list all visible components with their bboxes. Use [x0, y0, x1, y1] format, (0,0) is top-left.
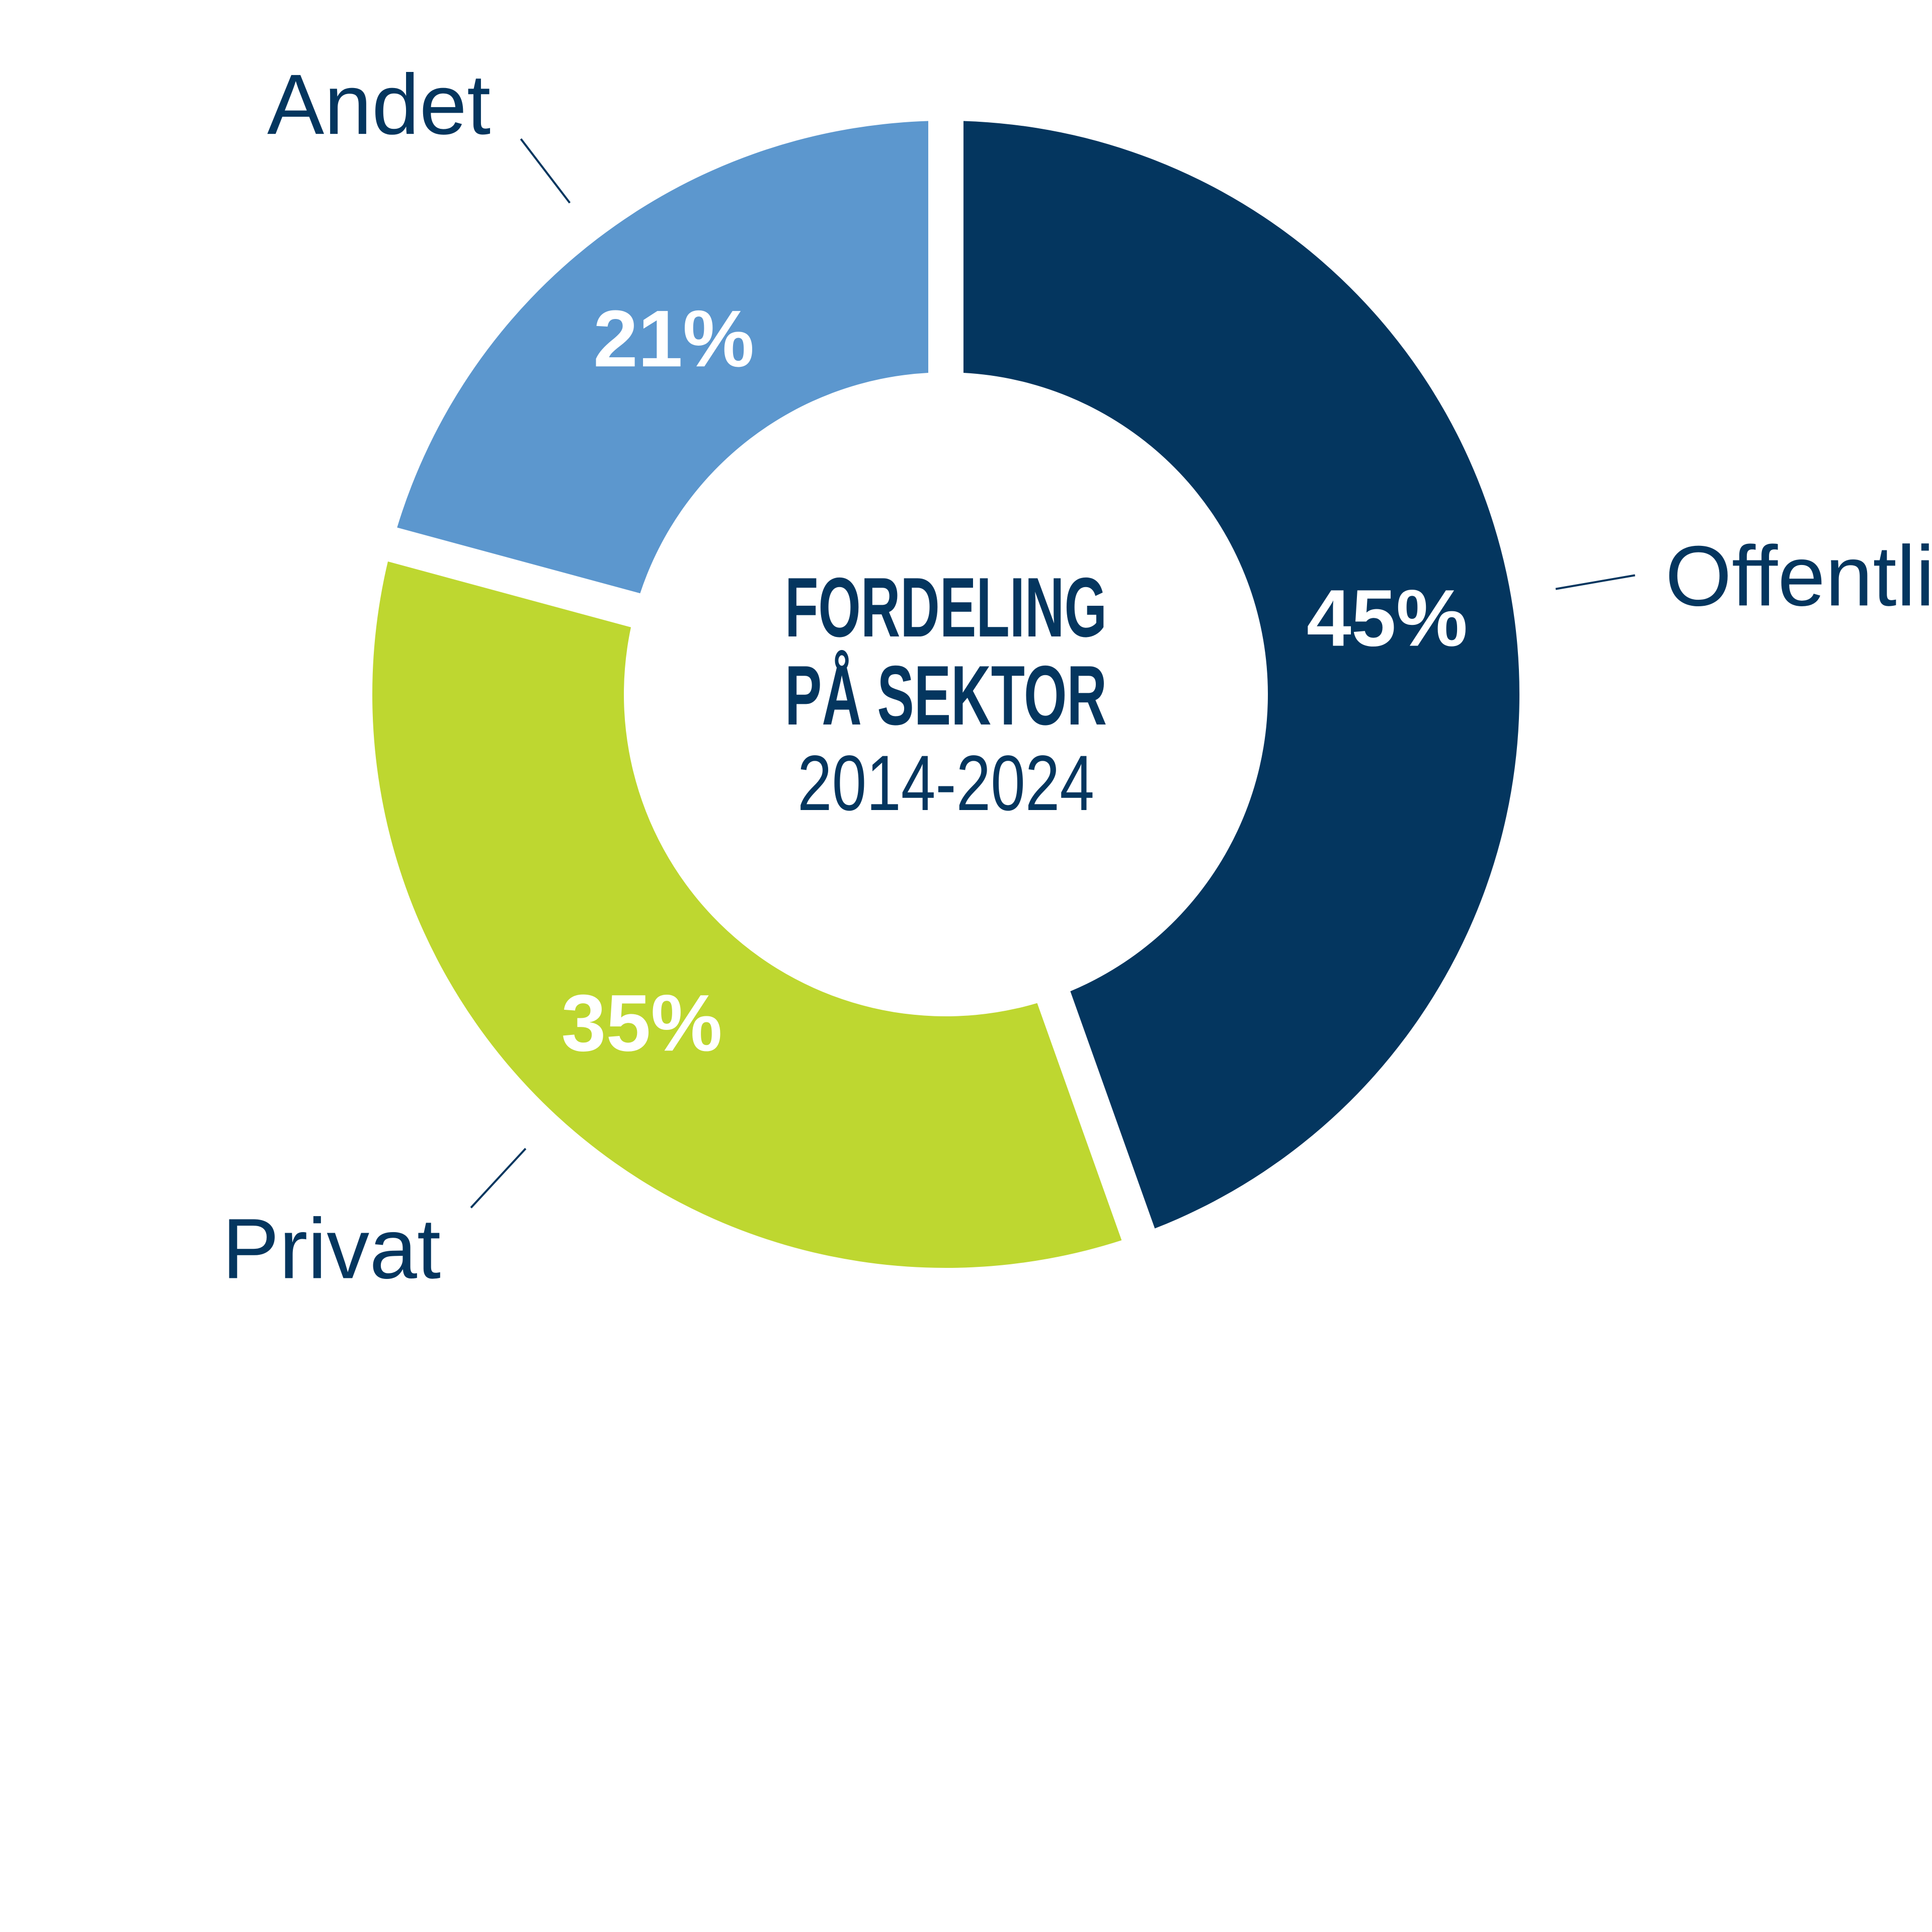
leader-line-privat	[470, 1148, 527, 1209]
chart-title-line-1: FORDELING	[785, 560, 1107, 655]
leader-line-andet	[520, 138, 571, 204]
slice-category-label-andet: Andet	[267, 57, 491, 152]
slice-category-label-privat: Privat	[222, 1201, 441, 1297]
slice-value-label-privat: 35%	[561, 978, 722, 1068]
chart-title-line-2: PÅ SEKTOR	[785, 648, 1107, 743]
slice-andet	[397, 121, 929, 594]
slice-privat	[372, 561, 1122, 1268]
slice-offentlig	[963, 121, 1520, 1229]
leader-line-offentlig	[1555, 574, 1636, 590]
slice-category-label-offentlig: Offentlig	[1665, 528, 1932, 624]
chart-subtitle: 2014-2024	[797, 740, 1094, 827]
center-text: FORDELING PÅ SEKTOR 2014-2024	[785, 560, 1107, 827]
slice-value-label-offentlig: 45%	[1307, 573, 1468, 663]
leader-lines	[470, 138, 1636, 1209]
donut-slices	[372, 121, 1520, 1268]
slice-labels: 45% Offentlig 35% Privat 21% Andet	[222, 57, 1932, 1297]
slice-value-label-andet: 21%	[593, 293, 754, 383]
